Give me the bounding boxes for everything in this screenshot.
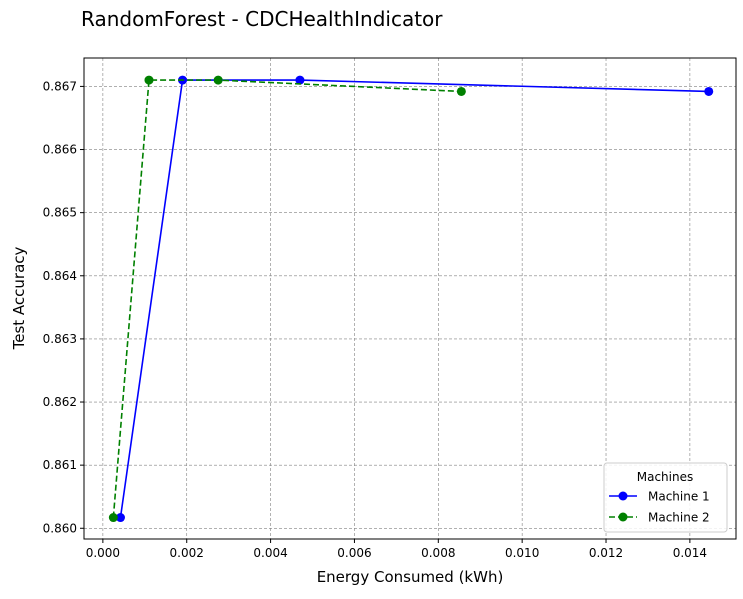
chart-title: RandomForest - CDCHealthIndicator: [81, 7, 443, 31]
data-point: [456, 86, 466, 96]
x-tick-label: 0.010: [505, 546, 539, 560]
x-tick-label: 0.006: [337, 546, 371, 560]
y-axis: 0.860 0.861 0.862 0.863 0.864 0.865 0.866 0.867: [43, 79, 84, 535]
legend-entries: Machine 1 Machine 2: [609, 490, 710, 525]
y-tick-label: 0.867: [43, 79, 77, 93]
data-point: [213, 75, 223, 85]
y-tick-label: 0.863: [43, 332, 77, 346]
x-tick-label: 0.004: [253, 546, 287, 560]
y-tick-label: 0.861: [43, 458, 77, 472]
series-2: [108, 75, 466, 523]
x-tick-label: 0.012: [589, 546, 623, 560]
series-line: [119, 79, 709, 518]
legend-label: Machine 1: [648, 490, 710, 504]
x-tick-label: 0.002: [170, 546, 204, 560]
grid: [84, 58, 736, 539]
y-tick-label: 0.862: [43, 395, 77, 409]
legend-box: [603, 462, 728, 533]
data-point: [704, 86, 714, 96]
y-axis-label: Test Accuracy: [10, 246, 28, 350]
legend-title: Machines: [637, 470, 693, 484]
legend: Machines Machine 1 Machine 2: [603, 462, 728, 533]
plot-area: [83, 57, 737, 540]
series-1: [115, 75, 714, 523]
data-point: [295, 75, 305, 85]
y-tick-label: 0.864: [43, 269, 77, 283]
series: [108, 75, 714, 523]
x-tick-label: 0.008: [421, 546, 455, 560]
x-tick-label: 0.000: [86, 546, 120, 560]
legend-marker: [618, 491, 628, 501]
x-axis-label: Energy Consumed (kWh): [317, 568, 504, 586]
legend-marker: [618, 512, 628, 522]
x-axis: 0.000 0.002 0.004 0.006 0.008 0.010 0.012 0.014: [86, 539, 707, 560]
data-point: [108, 513, 118, 523]
x-tick-label: 0.014: [673, 546, 707, 560]
y-tick-label: 0.865: [43, 206, 77, 220]
legend-label: Machine 2: [648, 511, 710, 525]
y-tick-label: 0.866: [43, 143, 77, 157]
data-point: [115, 513, 125, 523]
data-point: [144, 75, 154, 85]
series-line: [112, 79, 462, 518]
y-tick-label: 0.860: [43, 521, 77, 535]
